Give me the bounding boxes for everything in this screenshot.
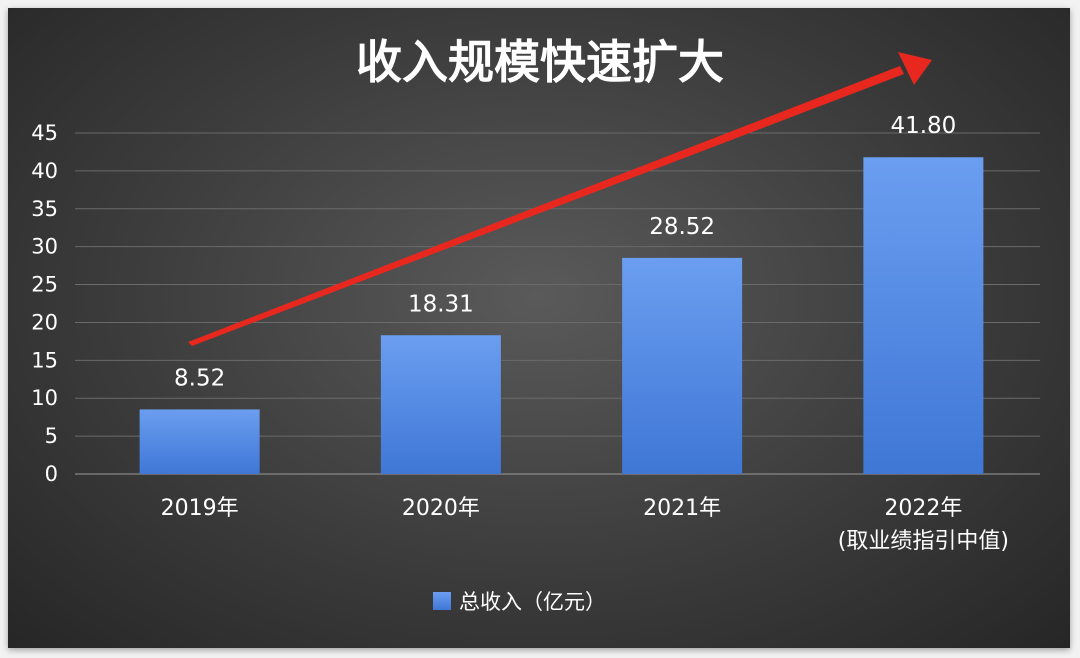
legend-label: 总收入（亿元） [459, 590, 606, 614]
bar [139, 409, 260, 474]
trend-arrow [188, 52, 932, 346]
data-label: 28.52 [649, 214, 715, 240]
data-labels: 8.52 18.31 28.52 41.80 [174, 113, 956, 391]
y-tick-label: 0 [45, 462, 58, 486]
legend: 总收入（亿元） [433, 590, 606, 614]
trend-arrow-head [898, 52, 932, 85]
y-tick-label: 15 [31, 348, 58, 372]
y-tick-label: 20 [31, 310, 58, 334]
data-label: 18.31 [408, 291, 474, 317]
x-tick-sublabel: (取业绩指引中值) [838, 529, 1009, 554]
y-axis-ticks: 0 5 10 15 20 25 30 35 40 45 [31, 121, 58, 486]
data-label: 41.80 [890, 113, 956, 139]
trend-arrow-shaft [188, 66, 904, 346]
y-tick-label: 40 [31, 159, 58, 183]
data-label: 8.52 [174, 365, 225, 391]
bar [622, 257, 743, 474]
y-tick-label: 5 [45, 424, 58, 448]
x-tick-label: 2021年 [643, 496, 721, 521]
x-tick-label: 2020年 [402, 496, 480, 521]
y-tick-label: 35 [31, 197, 58, 221]
x-tick-label: 2019年 [161, 496, 239, 521]
y-tick-label: 25 [31, 273, 58, 297]
x-tick-label: 2022年 [884, 496, 962, 521]
y-tick-label: 30 [31, 235, 58, 259]
y-tick-label: 45 [31, 121, 58, 145]
legend-swatch [433, 592, 451, 610]
y-tick-label: 10 [31, 386, 58, 410]
bar [380, 335, 501, 474]
bar [863, 157, 984, 474]
bars [139, 157, 984, 474]
x-axis-categories: 2019年 2020年 2021年 2022年 (取业绩指引中值) [161, 496, 1009, 554]
chart-title: 收入规模快速扩大 [356, 35, 724, 89]
